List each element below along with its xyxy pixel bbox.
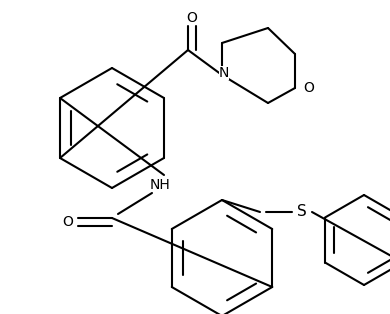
- Text: S: S: [297, 204, 307, 219]
- Text: NH: NH: [150, 178, 170, 192]
- Text: N: N: [219, 66, 229, 80]
- Text: O: O: [62, 215, 73, 229]
- Text: O: O: [303, 81, 314, 95]
- Text: O: O: [186, 11, 197, 25]
